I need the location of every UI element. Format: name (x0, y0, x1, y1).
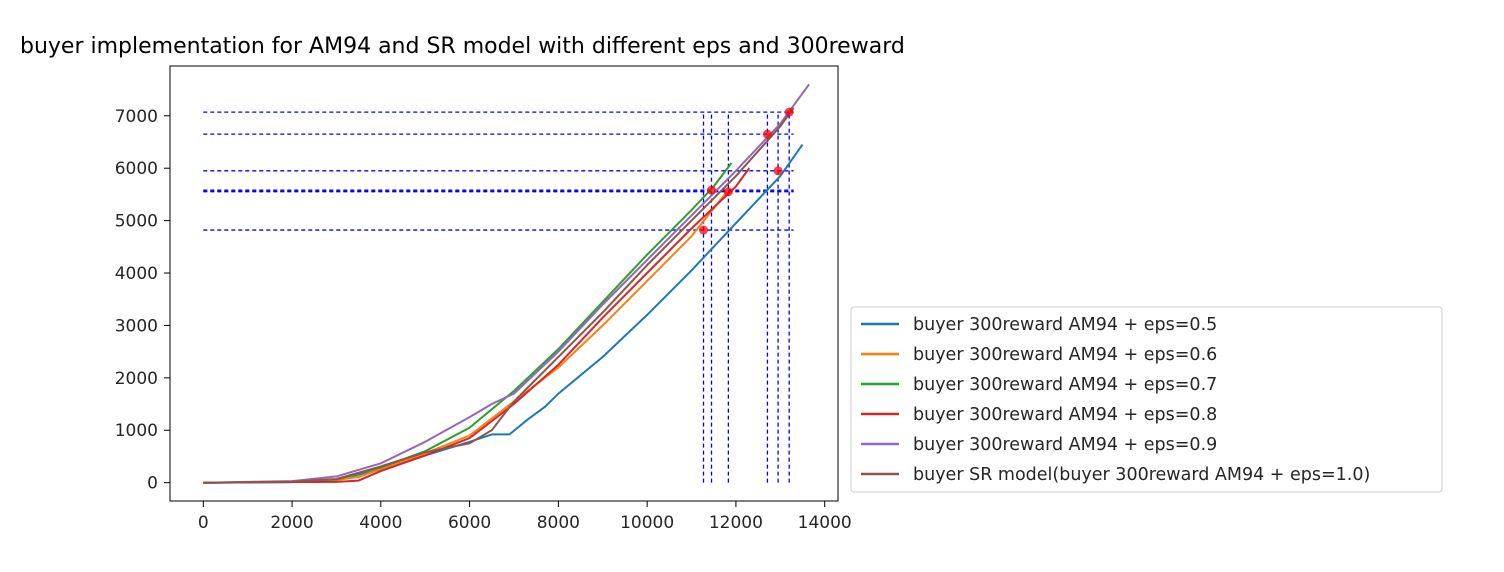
reference-lines (203, 111, 794, 483)
legend: buyer 300reward AM94 + eps=0.5 buyer 300r… (850, 306, 1443, 493)
series-line-0 (203, 144, 804, 484)
x-tick-label-2: 4000 (359, 513, 402, 533)
y-tick-label-5: 5000 (115, 212, 158, 232)
marker-2 (723, 187, 733, 197)
legend-label-0: buyer 300reward AM94 + eps=0.5 (913, 315, 1217, 335)
plot-frame (169, 65, 839, 502)
series-line-4 (203, 83, 810, 484)
legend-label-4: buyer 300reward AM94 + eps=0.9 (913, 435, 1217, 455)
x-tick-label-0: 0 (198, 513, 209, 533)
legend-label-5: buyer SR model(buyer 300reward AM94 + ep… (913, 465, 1370, 485)
y-tick-label-1: 1000 (115, 421, 158, 441)
series-lines (203, 83, 810, 484)
x-tick-label-6: 12000 (709, 513, 763, 533)
y-tick-label-4: 4000 (115, 264, 158, 284)
x-tick-label-7: 14000 (798, 513, 852, 533)
series-line-5 (203, 107, 795, 484)
marker-5 (784, 107, 794, 117)
marker-0 (699, 225, 709, 235)
chart-title: buyer implementation for AM94 and SR mod… (20, 34, 905, 59)
marker-3 (762, 129, 772, 139)
y-axis-ticks: 0 1000 2000 3000 4000 5000 6000 7000 (115, 107, 170, 494)
series-line-2 (203, 162, 733, 484)
x-tick-label-4: 8000 (537, 513, 580, 533)
marker-1 (707, 185, 717, 195)
x-axis-ticks: 0 2000 4000 6000 8000 10000 12000 14000 (198, 501, 852, 533)
x-tick-label-3: 6000 (448, 513, 491, 533)
y-tick-label-6: 6000 (115, 159, 158, 179)
x-tick-label-5: 10000 (620, 513, 674, 533)
legend-frame (850, 306, 1443, 493)
y-tick-label-7: 7000 (115, 107, 158, 127)
legend-label-2: buyer 300reward AM94 + eps=0.7 (913, 375, 1217, 395)
marker-4 (773, 166, 783, 176)
legend-label-1: buyer 300reward AM94 + eps=0.6 (913, 345, 1217, 365)
legend-label-3: buyer 300reward AM94 + eps=0.8 (913, 405, 1217, 425)
intersection-markers (699, 107, 794, 235)
y-tick-label-3: 3000 (115, 316, 158, 336)
y-tick-label-2: 2000 (115, 369, 158, 389)
y-tick-label-0: 0 (147, 474, 158, 494)
x-tick-label-1: 2000 (270, 513, 313, 533)
series-line-3 (203, 167, 751, 484)
